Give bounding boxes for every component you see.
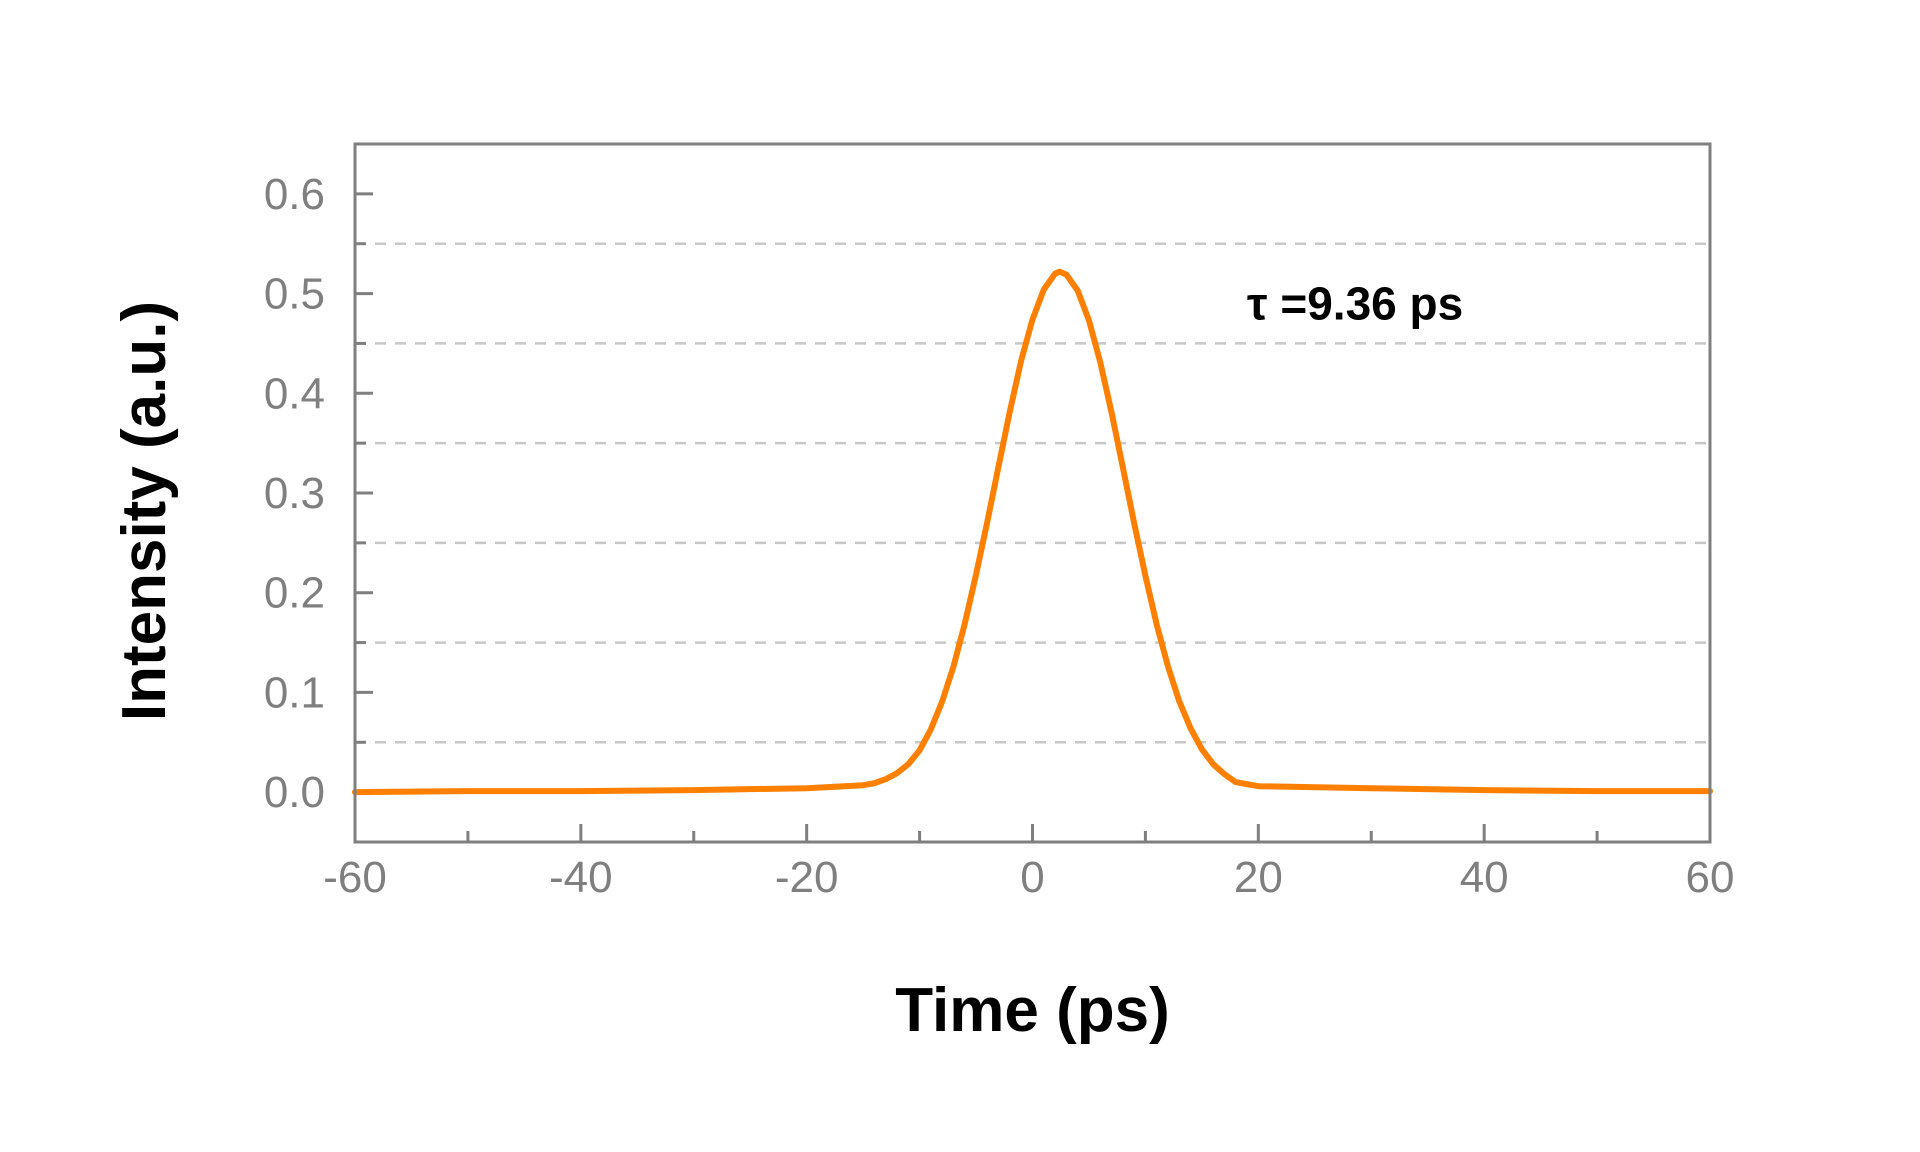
x-tick-label: -60 <box>323 853 387 902</box>
pulse-width-annotation: τ =9.36 ps <box>1247 278 1463 330</box>
y-tick-label: 0.3 <box>264 469 325 518</box>
y-axis-title: Intensity (a.u.) <box>110 301 179 721</box>
x-tick-label: 0 <box>1020 853 1044 902</box>
x-tick-label: -40 <box>549 853 613 902</box>
x-axis-title: Time (ps) <box>895 976 1169 1045</box>
intensity-series-line <box>352 268 1713 796</box>
x-tick-label: -20 <box>775 853 839 902</box>
series-layer <box>352 268 1713 796</box>
x-tick-label: 20 <box>1234 853 1283 902</box>
labels-layer: -60 -40 -20 0 20 40 60 0.0 0.1 0.2 0.3 0.4 0.5 0.6 <box>264 170 1735 902</box>
x-tick-label: 40 <box>1460 853 1509 902</box>
y-tick-label: 0.2 <box>264 569 325 618</box>
y-tick-label: 0.0 <box>264 768 325 817</box>
plot-frame <box>353 142 1712 844</box>
y-tick-label: 0.4 <box>264 369 325 418</box>
ticks-layer <box>353 192 1712 844</box>
x-tick-label: 60 <box>1686 853 1735 902</box>
y-tick-label: 0.5 <box>264 270 325 319</box>
y-tick-label: 0.6 <box>264 170 325 219</box>
grid-layer <box>355 242 1710 744</box>
y-tick-label: 0.1 <box>264 668 325 717</box>
